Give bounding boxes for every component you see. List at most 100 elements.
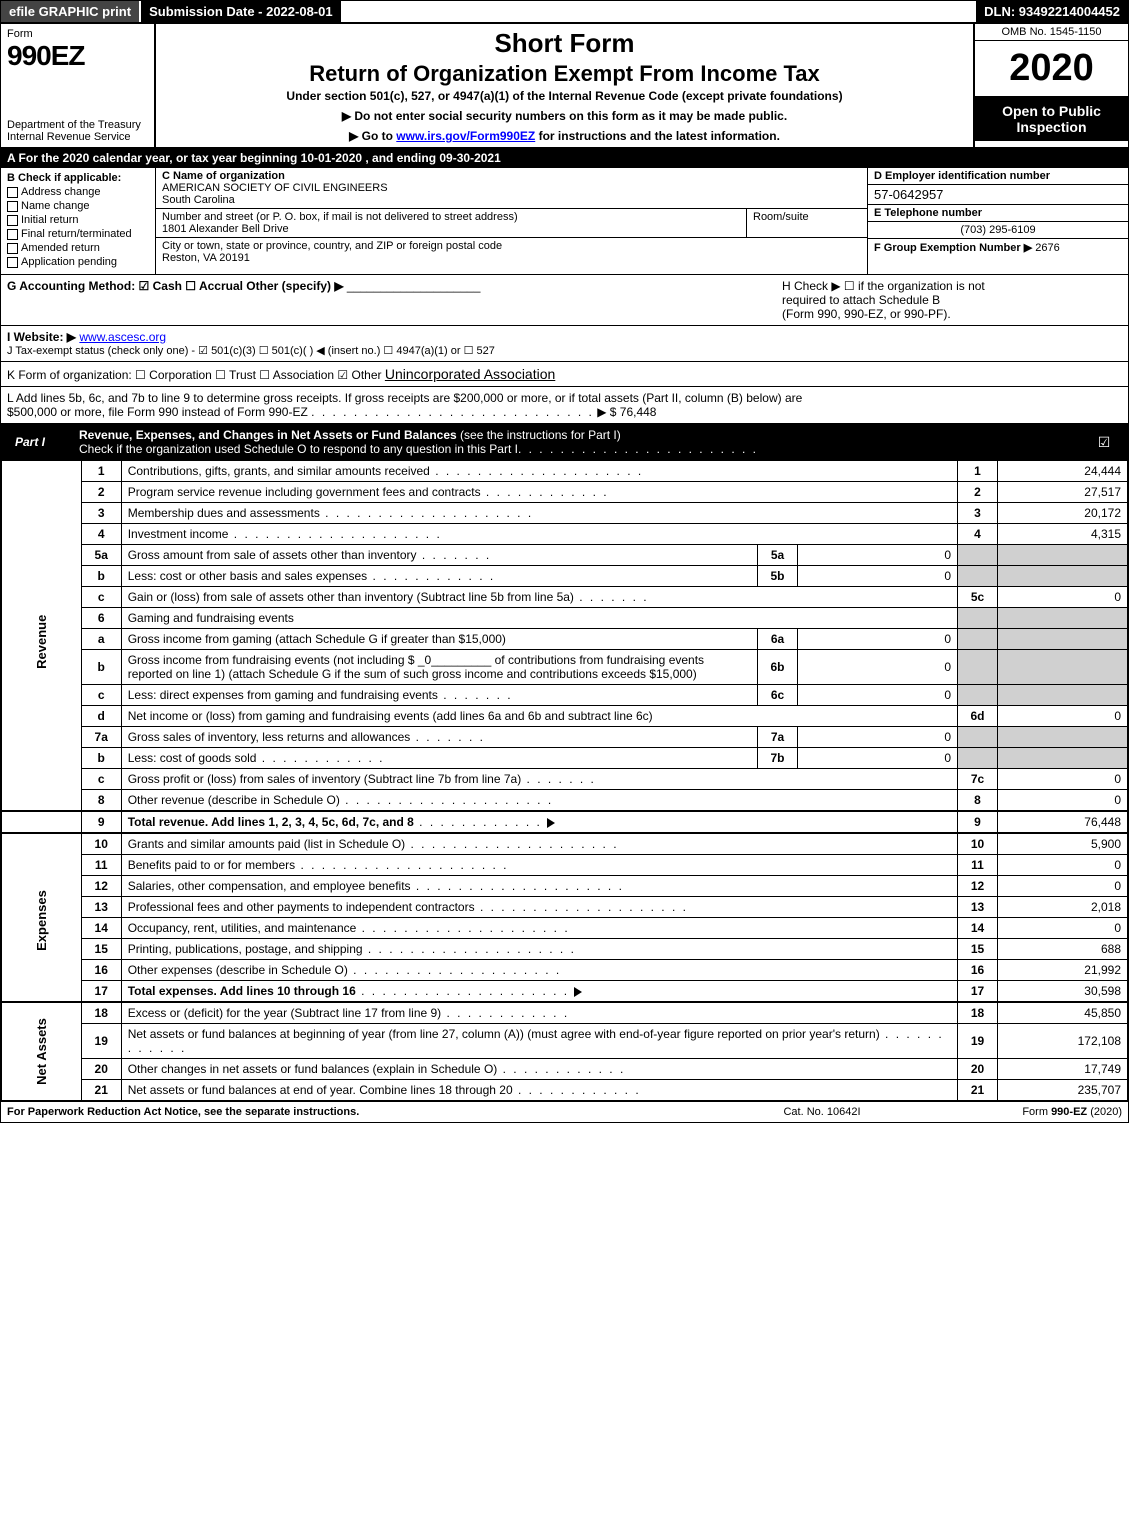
department: Department of the Treasury Internal Reve… (7, 119, 148, 143)
part-1-check: ☑ (1080, 434, 1128, 451)
table-row: Net Assets 18 Excess or (deficit) for th… (2, 1002, 1128, 1024)
group-exemption: F Group Exemption Number ▶ 2676 (868, 239, 1128, 256)
table-row: c Less: direct expenses from gaming and … (2, 685, 1128, 706)
instr-2: ▶ Go to www.irs.gov/Form990EZ for instru… (162, 129, 967, 143)
table-row: 8 Other revenue (describe in Schedule O)… (2, 790, 1128, 812)
table-row: 11 Benefits paid to or for members . . .… (2, 855, 1128, 876)
line-l-1: L Add lines 5b, 6c, and 7b to line 9 to … (7, 391, 1122, 405)
table-row: Revenue 1 Contributions, gifts, grants, … (2, 461, 1128, 482)
block-b-c-d-e-f: B Check if applicable: Address change Na… (1, 168, 1128, 275)
col-d-e-f: D Employer identification number 57-0642… (868, 168, 1128, 274)
line-j: J Tax-exempt status (check only one) - ☑… (7, 344, 1122, 357)
table-row: 12 Salaries, other compensation, and emp… (2, 876, 1128, 897)
table-row: Expenses 10 Grants and similar amounts p… (2, 833, 1128, 855)
arrow-icon (547, 818, 555, 828)
line-h-2: required to attach Schedule B (782, 293, 1122, 307)
tax-year: 2020 (975, 41, 1128, 97)
revenue-side-label: Revenue (2, 461, 82, 812)
table-row: 15 Printing, publications, postage, and … (2, 939, 1128, 960)
street-value: 1801 Alexander Bell Drive (162, 223, 289, 235)
col-c: C Name of organization AMERICAN SOCIETY … (156, 168, 868, 274)
open-inspection: Open to Public Inspection (975, 97, 1128, 141)
line-g-h: G Accounting Method: ☑ Cash ☐ Accrual Ot… (1, 275, 1128, 326)
ein-value: 57-0642957 (868, 185, 1128, 205)
website-link[interactable]: www.ascesc.org (79, 330, 166, 344)
table-row: b Less: cost of goods sold . . . . . . .… (2, 748, 1128, 769)
table-row: 20 Other changes in net assets or fund b… (2, 1059, 1128, 1080)
table-row: b Gross income from fundraising events (… (2, 650, 1128, 685)
phone-label: E Telephone number (868, 205, 1128, 222)
ein-label: D Employer identification number (868, 168, 1128, 185)
line-a: A For the 2020 calendar year, or tax yea… (1, 149, 1128, 168)
table-row: 2 Program service revenue including gove… (2, 482, 1128, 503)
instr-2-suffix: for instructions and the latest informat… (535, 129, 780, 143)
room-block: Room/suite (747, 209, 867, 238)
dept-line-2: Internal Revenue Service (7, 131, 148, 143)
table-row: 19 Net assets or fund balances at beginn… (2, 1024, 1128, 1059)
irs-link[interactable]: www.irs.gov/Form990EZ (396, 129, 535, 143)
table-row: 3 Membership dues and assessments . . . … (2, 503, 1128, 524)
main-title: Return of Organization Exempt From Incom… (162, 61, 967, 87)
instr-2-prefix: ▶ Go to (349, 129, 396, 143)
form-number: 990EZ (7, 40, 148, 72)
netassets-side-label: Net Assets (2, 1002, 82, 1101)
short-form-title: Short Form (162, 28, 967, 59)
group-exemption-value: 2676 (1035, 242, 1059, 254)
line-i: I Website: ▶ www.ascesc.org (7, 330, 1122, 344)
table-row: 21 Net assets or fund balances at end of… (2, 1080, 1128, 1101)
omb-number: OMB No. 1545-1150 (975, 24, 1128, 41)
line-l: L Add lines 5b, 6c, and 7b to line 9 to … (1, 387, 1128, 425)
form-label: Form (7, 28, 148, 40)
lines-table: Revenue 1 Contributions, gifts, grants, … (1, 460, 1128, 1101)
room-label: Room/suite (753, 211, 809, 223)
page-footer: For Paperwork Reduction Act Notice, see … (1, 1101, 1128, 1122)
table-row: 9 Total revenue. Add lines 1, 2, 3, 4, 5… (2, 811, 1128, 833)
line-h-1: H Check ▶ ☐ if the organization is not (782, 279, 1122, 293)
part-1-tab: Part I (1, 432, 55, 452)
line-k-prefix: K Form of organization: ☐ Corporation ☐ … (7, 368, 385, 382)
table-row: d Net income or (loss) from gaming and f… (2, 706, 1128, 727)
footer-right: Form 990-EZ (2020) (922, 1106, 1122, 1118)
chk-address-change: Address change (7, 186, 149, 198)
part-1-header: Part I Revenue, Expenses, and Changes in… (1, 425, 1128, 460)
table-row: 5a Gross amount from sale of assets othe… (2, 545, 1128, 566)
efile-label: efile GRAPHIC print (1, 1, 141, 22)
expenses-side-label: Expenses (2, 833, 82, 1002)
table-row: a Gross income from gaming (attach Sched… (2, 629, 1128, 650)
col-b-label: B Check if applicable: (7, 172, 149, 184)
table-row: 4 Investment income . . . . . . . . . . … (2, 524, 1128, 545)
dln: DLN: 93492214004452 (976, 1, 1128, 22)
col-b: B Check if applicable: Address change Na… (1, 168, 156, 274)
footer-left: For Paperwork Reduction Act Notice, see … (7, 1106, 722, 1118)
city-block: City or town, state or province, country… (156, 238, 867, 266)
chk-name-change: Name change (7, 200, 149, 212)
line-k: K Form of organization: ☐ Corporation ☐ … (1, 362, 1128, 387)
org-name-1: AMERICAN SOCIETY OF CIVIL ENGINEERS (162, 182, 388, 194)
street-label: Number and street (or P. O. box, if mail… (162, 211, 518, 223)
form-id-col: Form 990EZ Department of the Treasury In… (1, 24, 156, 147)
org-name-label: C Name of organization (162, 170, 285, 182)
part-1-title: Revenue, Expenses, and Changes in Net As… (55, 425, 1080, 459)
chk-application-pending: Application pending (7, 256, 149, 268)
table-row: 16 Other expenses (describe in Schedule … (2, 960, 1128, 981)
city-value: Reston, VA 20191 (162, 252, 250, 264)
footer-mid: Cat. No. 10642I (722, 1106, 922, 1118)
top-bar: efile GRAPHIC print Submission Date - 20… (1, 1, 1128, 24)
phone-value: (703) 295-6109 (868, 222, 1128, 239)
line-h: H Check ▶ ☐ if the organization is not r… (782, 279, 1122, 321)
line-i-j: I Website: ▶ www.ascesc.org J Tax-exempt… (1, 326, 1128, 362)
line-l-amount: 76,448 (620, 405, 657, 419)
line-h-3: (Form 990, 990-EZ, or 990-PF). (782, 307, 1122, 321)
chk-initial-return: Initial return (7, 214, 149, 226)
table-row: c Gross profit or (loss) from sales of i… (2, 769, 1128, 790)
table-row: 6 Gaming and fundraising events (2, 608, 1128, 629)
chk-amended-return: Amended return (7, 242, 149, 254)
table-row: 13 Professional fees and other payments … (2, 897, 1128, 918)
table-row: 14 Occupancy, rent, utilities, and maint… (2, 918, 1128, 939)
under-section: Under section 501(c), 527, or 4947(a)(1)… (162, 89, 967, 103)
line-l-2: $500,000 or more, file Form 990 instead … (7, 405, 1122, 419)
title-col: Short Form Return of Organization Exempt… (156, 24, 973, 147)
line-g: G Accounting Method: ☑ Cash ☐ Accrual Ot… (7, 279, 782, 321)
form-990ez-page: efile GRAPHIC print Submission Date - 20… (0, 0, 1129, 1123)
org-name-block: C Name of organization AMERICAN SOCIETY … (156, 168, 867, 209)
